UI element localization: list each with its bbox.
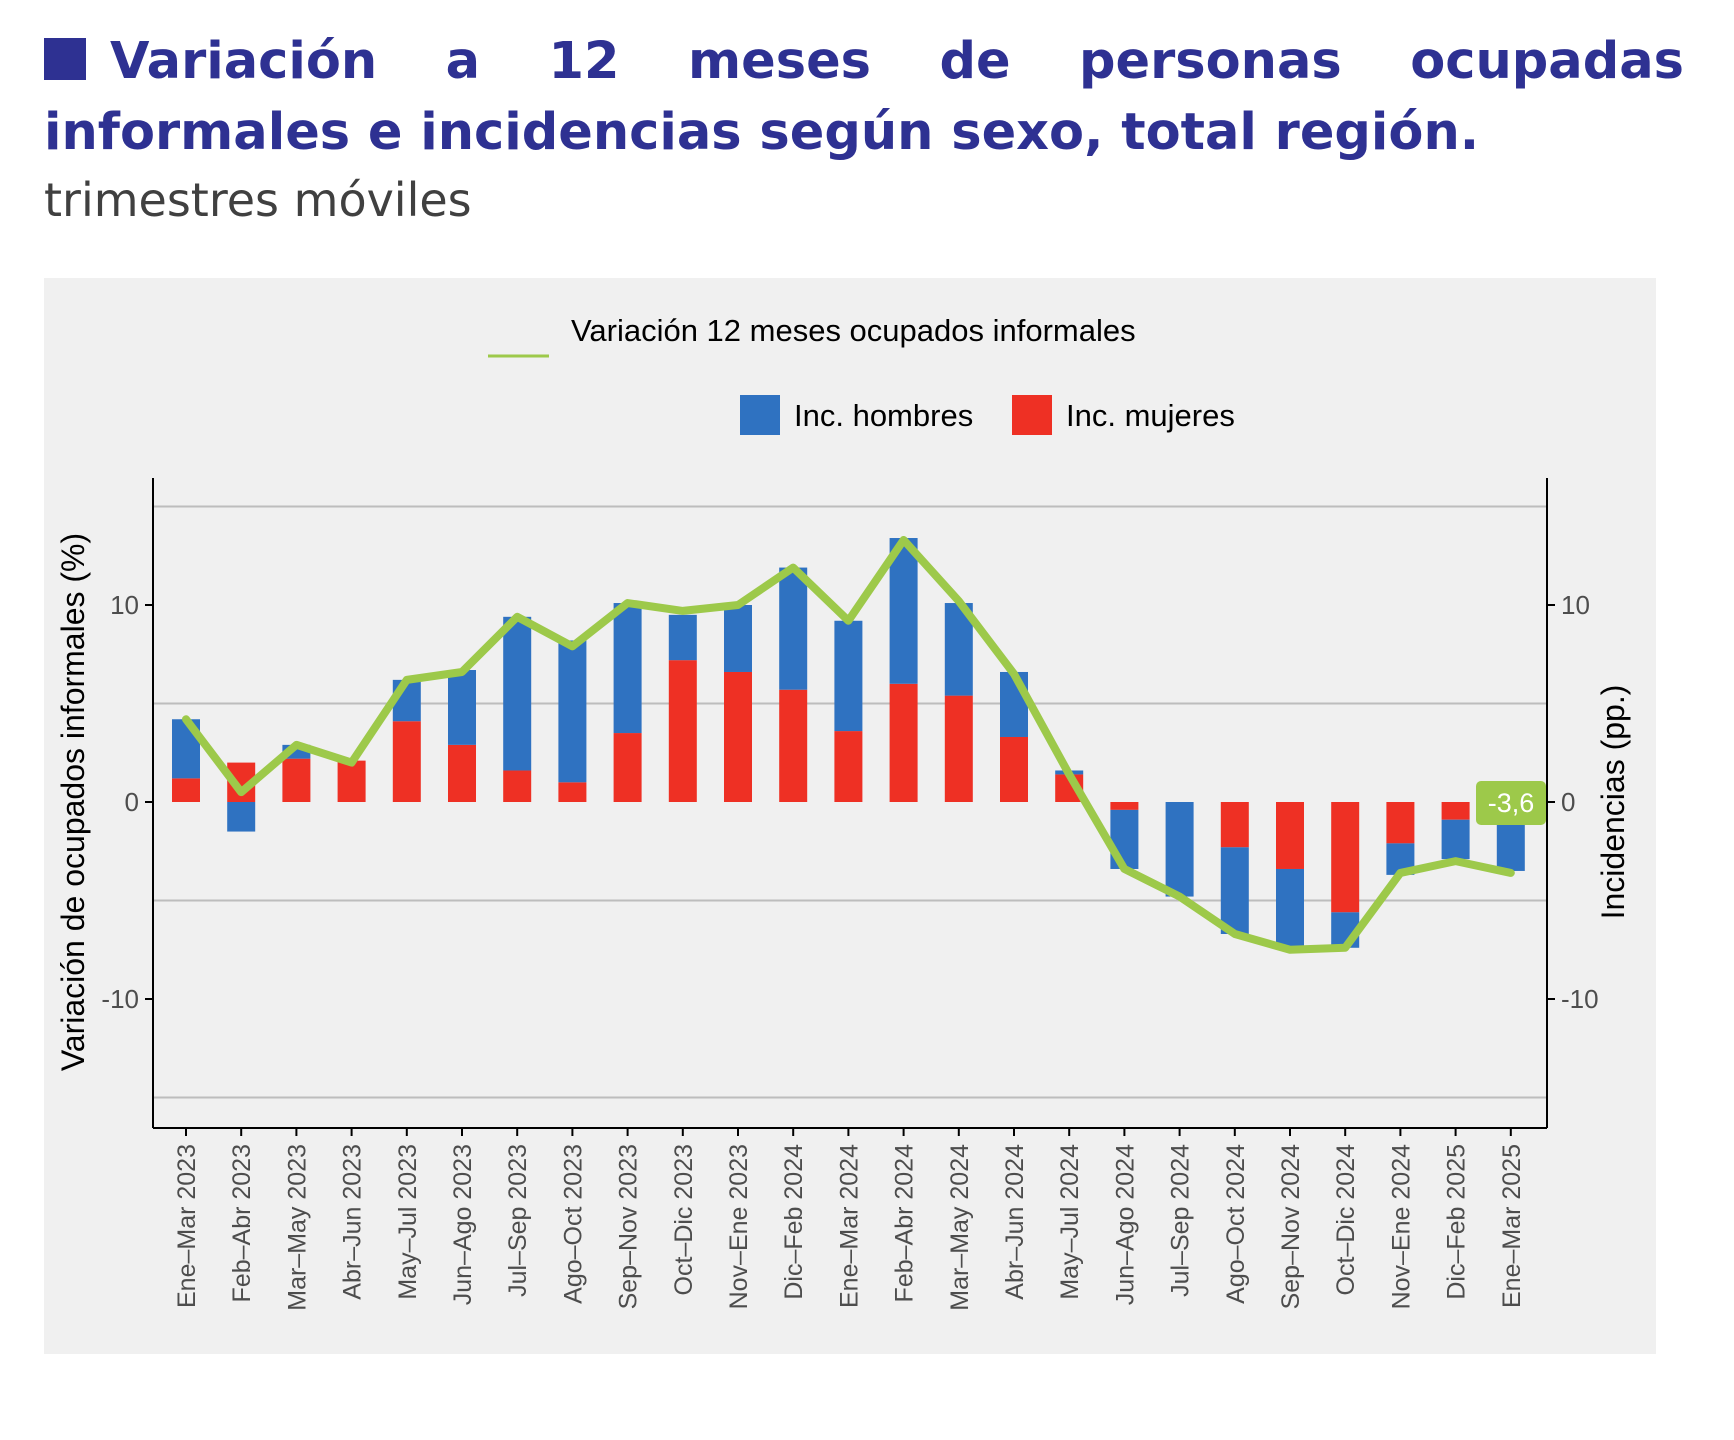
bar-mujeres: [172, 778, 200, 802]
bar-mujeres: [613, 733, 642, 802]
x-tick-label: Feb–Abr 2024: [891, 1144, 919, 1303]
tick-labels: -10 -10 0 0 10 10 Ene–Mar 2023 Feb–Abr 2023 Mar–…: [101, 590, 1598, 1311]
bar-mujeres: [779, 689, 808, 802]
bar-mujeres: [1331, 802, 1360, 913]
x-tick-label: Ene–Mar 2025: [1498, 1144, 1526, 1308]
y-tick-label: 10: [110, 590, 139, 620]
bar-mujeres: [889, 683, 918, 802]
end-label-text: -3,6: [1488, 788, 1535, 818]
x-tick-label: Oct–Dic 2024: [1332, 1144, 1360, 1296]
bar-mujeres: [834, 731, 863, 802]
bar-hombres: [613, 603, 642, 734]
line-series: [182, 535, 1515, 954]
x-tick-label: Feb–Abr 2023: [228, 1144, 256, 1302]
bar-mujeres: [392, 721, 421, 802]
x-tick-label: Dic–Feb 2024: [780, 1144, 808, 1300]
x-tick-label: Ago–Oct 2024: [1222, 1144, 1250, 1304]
bar-mujeres: [282, 758, 311, 802]
x-tick-label: Sep–Nov 2023: [615, 1144, 643, 1309]
x-tick-label: Jul–Sep 2023: [504, 1144, 532, 1297]
y-axis-title: Variación de ocupados informales (%): [55, 533, 91, 1071]
legend-mujeres-label: Inc. mujeres: [1066, 398, 1235, 433]
end-label: -3,6: [1476, 781, 1546, 825]
title-text: Variación a 12 meses de personas ocupada…: [44, 32, 1684, 162]
x-tick-label: Sep–Nov 2024: [1277, 1144, 1305, 1310]
x-tick-label: Nov–Ene 2024: [1387, 1144, 1415, 1310]
bar-mujeres: [1110, 802, 1139, 810]
y-tick-label: -10: [101, 984, 139, 1014]
x-tick-label: Nov–Ene 2023: [725, 1144, 753, 1309]
bar-hombres: [1165, 802, 1194, 897]
x-tick-label: Mar–May 2023: [283, 1144, 311, 1311]
x-tick-label: Abr–Jun 2023: [339, 1144, 367, 1300]
bar-mujeres: [337, 760, 366, 802]
legend-hombres-label: Inc. hombres: [794, 398, 973, 433]
bar-mujeres: [668, 660, 697, 802]
bar-mujeres: [558, 782, 587, 802]
bar-hombres: [1441, 819, 1470, 860]
bar-mujeres: [1276, 802, 1304, 869]
y2-tick-label: 0: [1561, 787, 1575, 817]
x-tick-label: Abr–Jun 2024: [1001, 1144, 1029, 1300]
x-tick-label: Mar–May 2024: [946, 1144, 974, 1311]
title-square-icon: [44, 38, 86, 80]
x-tick-label: Ago–Oct 2023: [559, 1144, 587, 1304]
x-tick-label: Ene–Mar 2024: [835, 1144, 863, 1308]
chart-svg: Variación 12 meses ocupados informales I…: [55, 313, 1631, 1311]
bar-hombres: [503, 616, 532, 771]
x-tick-label: Dic–Feb 2025: [1443, 1144, 1471, 1300]
bar-hombres: [1276, 868, 1304, 948]
bar-hombres: [834, 620, 863, 732]
y2-axis-title: Incidencias (pp.): [1595, 685, 1631, 920]
bar-mujeres: [944, 695, 973, 802]
end-label-background: [1476, 781, 1546, 825]
bar-mujeres: [1386, 802, 1415, 844]
y-tick-label: 0: [125, 787, 139, 817]
page-subtitle: trimestres móviles: [44, 173, 472, 227]
x-tick-label: Oct–Dic 2023: [670, 1144, 698, 1295]
legend: Variación 12 meses ocupados informales I…: [488, 313, 1235, 435]
bars: [172, 538, 1525, 948]
x-tick-label: May–Jul 2024: [1056, 1144, 1084, 1300]
x-tick-label: Jun–Ago 2023: [449, 1144, 477, 1305]
bar-mujeres: [1441, 802, 1470, 820]
legend-hombres-swatch: [740, 395, 780, 435]
bar-mujeres: [448, 744, 476, 802]
x-tick-label: Jun–Ago 2024: [1111, 1144, 1139, 1305]
y2-tick-label: 10: [1561, 590, 1590, 620]
bar-hombres: [1220, 847, 1249, 934]
x-tick-label: May–Jul 2023: [394, 1144, 422, 1300]
x-tick-label: Jul–Sep 2024: [1167, 1144, 1195, 1297]
bar-hombres: [448, 670, 476, 745]
bar-mujeres: [1000, 736, 1028, 802]
bar-hombres: [889, 538, 918, 684]
page-title: Variación a 12 meses de personas ocupada…: [44, 26, 1684, 168]
legend-mujeres-swatch: [1012, 395, 1052, 435]
bar-mujeres: [1220, 802, 1249, 848]
bar-mujeres: [503, 770, 532, 802]
x-tick-label: Ene–Mar 2023: [173, 1144, 201, 1308]
legend-line-label: Variación 12 meses ocupados informales: [571, 313, 1136, 348]
chart-panel: Variación 12 meses ocupados informales I…: [44, 278, 1656, 1354]
bar-hombres: [724, 605, 752, 672]
bar-mujeres: [724, 671, 752, 802]
bar-hombres: [227, 802, 256, 832]
bar-hombres: [668, 614, 697, 661]
bar-hombres: [558, 640, 587, 783]
y2-tick-label: -10: [1561, 984, 1599, 1014]
bar-hombres: [779, 567, 808, 690]
